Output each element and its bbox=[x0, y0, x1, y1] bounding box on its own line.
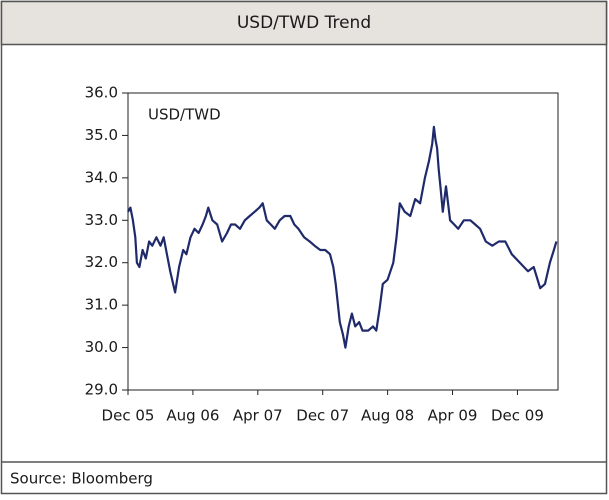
chart-title: USD/TWD Trend bbox=[237, 13, 371, 33]
y-tick-label: 29.0 bbox=[85, 381, 118, 399]
y-tick-label: 33.0 bbox=[85, 211, 118, 229]
x-tick-label: Aug 08 bbox=[361, 407, 414, 425]
source-note: Source: Bloomberg bbox=[10, 470, 153, 488]
x-tick-label: Apr 09 bbox=[428, 407, 478, 425]
x-tick-label: Aug 06 bbox=[166, 407, 219, 425]
y-tick-label: 34.0 bbox=[85, 168, 118, 186]
x-tick-label: Dec 09 bbox=[491, 407, 544, 425]
y-tick-label: 36.0 bbox=[85, 84, 118, 102]
x-tick-label: Dec 07 bbox=[296, 407, 349, 425]
y-tick-label: 31.0 bbox=[85, 296, 118, 314]
x-tick-label: Apr 07 bbox=[233, 407, 283, 425]
header-band bbox=[0, 0, 608, 46]
y-tick-label: 35.0 bbox=[85, 126, 118, 144]
y-tick-label: 32.0 bbox=[85, 253, 118, 271]
y-tick-label: 30.0 bbox=[85, 338, 118, 356]
plot-area bbox=[127, 92, 559, 391]
line-series bbox=[127, 125, 558, 349]
series-label: USD/TWD bbox=[148, 106, 221, 124]
x-tick-label: Dec 05 bbox=[102, 407, 155, 425]
